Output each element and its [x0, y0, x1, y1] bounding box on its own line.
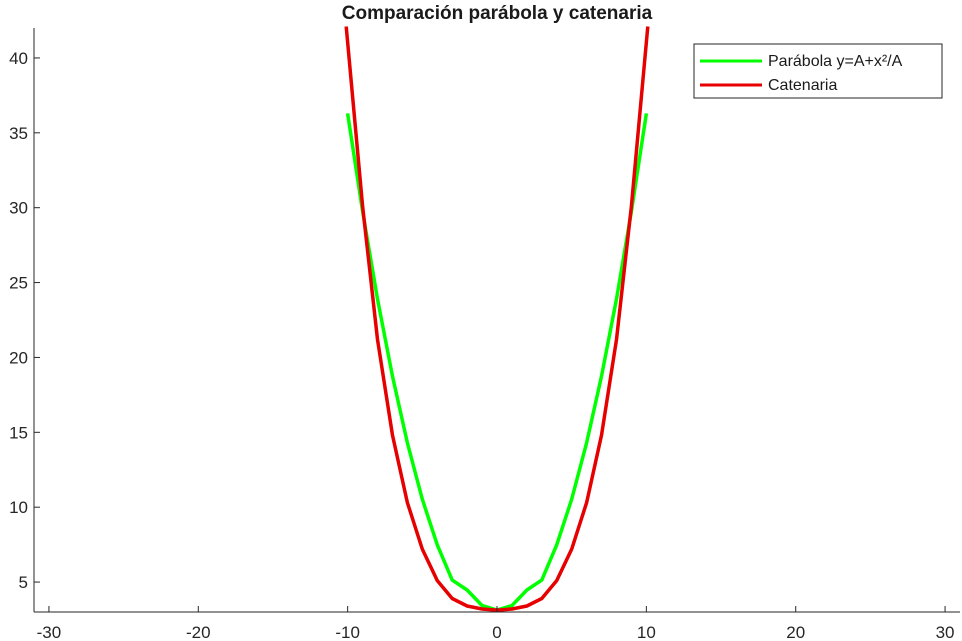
y-tick-label: 35	[9, 124, 28, 143]
y-ticks: 5 10 15 20 25 30 35 40	[9, 49, 40, 592]
y-tick-label: 30	[9, 199, 28, 218]
plot-lines	[344, 26, 650, 612]
y-tick-label: 15	[9, 423, 28, 442]
catenaria-line	[344, 26, 650, 612]
y-tick-label: 40	[9, 49, 28, 68]
parabola-line	[345, 113, 649, 612]
x-ticks: -30 -20 -10 0 10 20 30	[37, 606, 955, 641]
x-tick-label: -30	[37, 623, 62, 641]
x-tick-label: 30	[936, 623, 955, 641]
y-tick-label: 10	[9, 498, 28, 517]
legend-box	[693, 43, 943, 99]
y-tick-label: 20	[9, 348, 28, 367]
y-tick-label: 5	[19, 573, 28, 592]
axes	[33, 28, 960, 613]
legend: Parábola y=A+x²/A Catenaria	[693, 43, 943, 99]
y-tick-label: 25	[9, 274, 28, 293]
chart-title: Comparación parábola y catenaria	[342, 3, 653, 24]
x-tick-label: -10	[335, 623, 360, 641]
x-tick-label: 0	[492, 623, 501, 641]
x-tick-label: 10	[637, 623, 656, 641]
legend-label-parabola: Parábola y=A+x²/A	[768, 53, 903, 70]
legend-label-catenaria: Catenaria	[768, 77, 837, 94]
x-tick-label: -20	[186, 623, 211, 641]
x-tick-label: 20	[786, 623, 805, 641]
